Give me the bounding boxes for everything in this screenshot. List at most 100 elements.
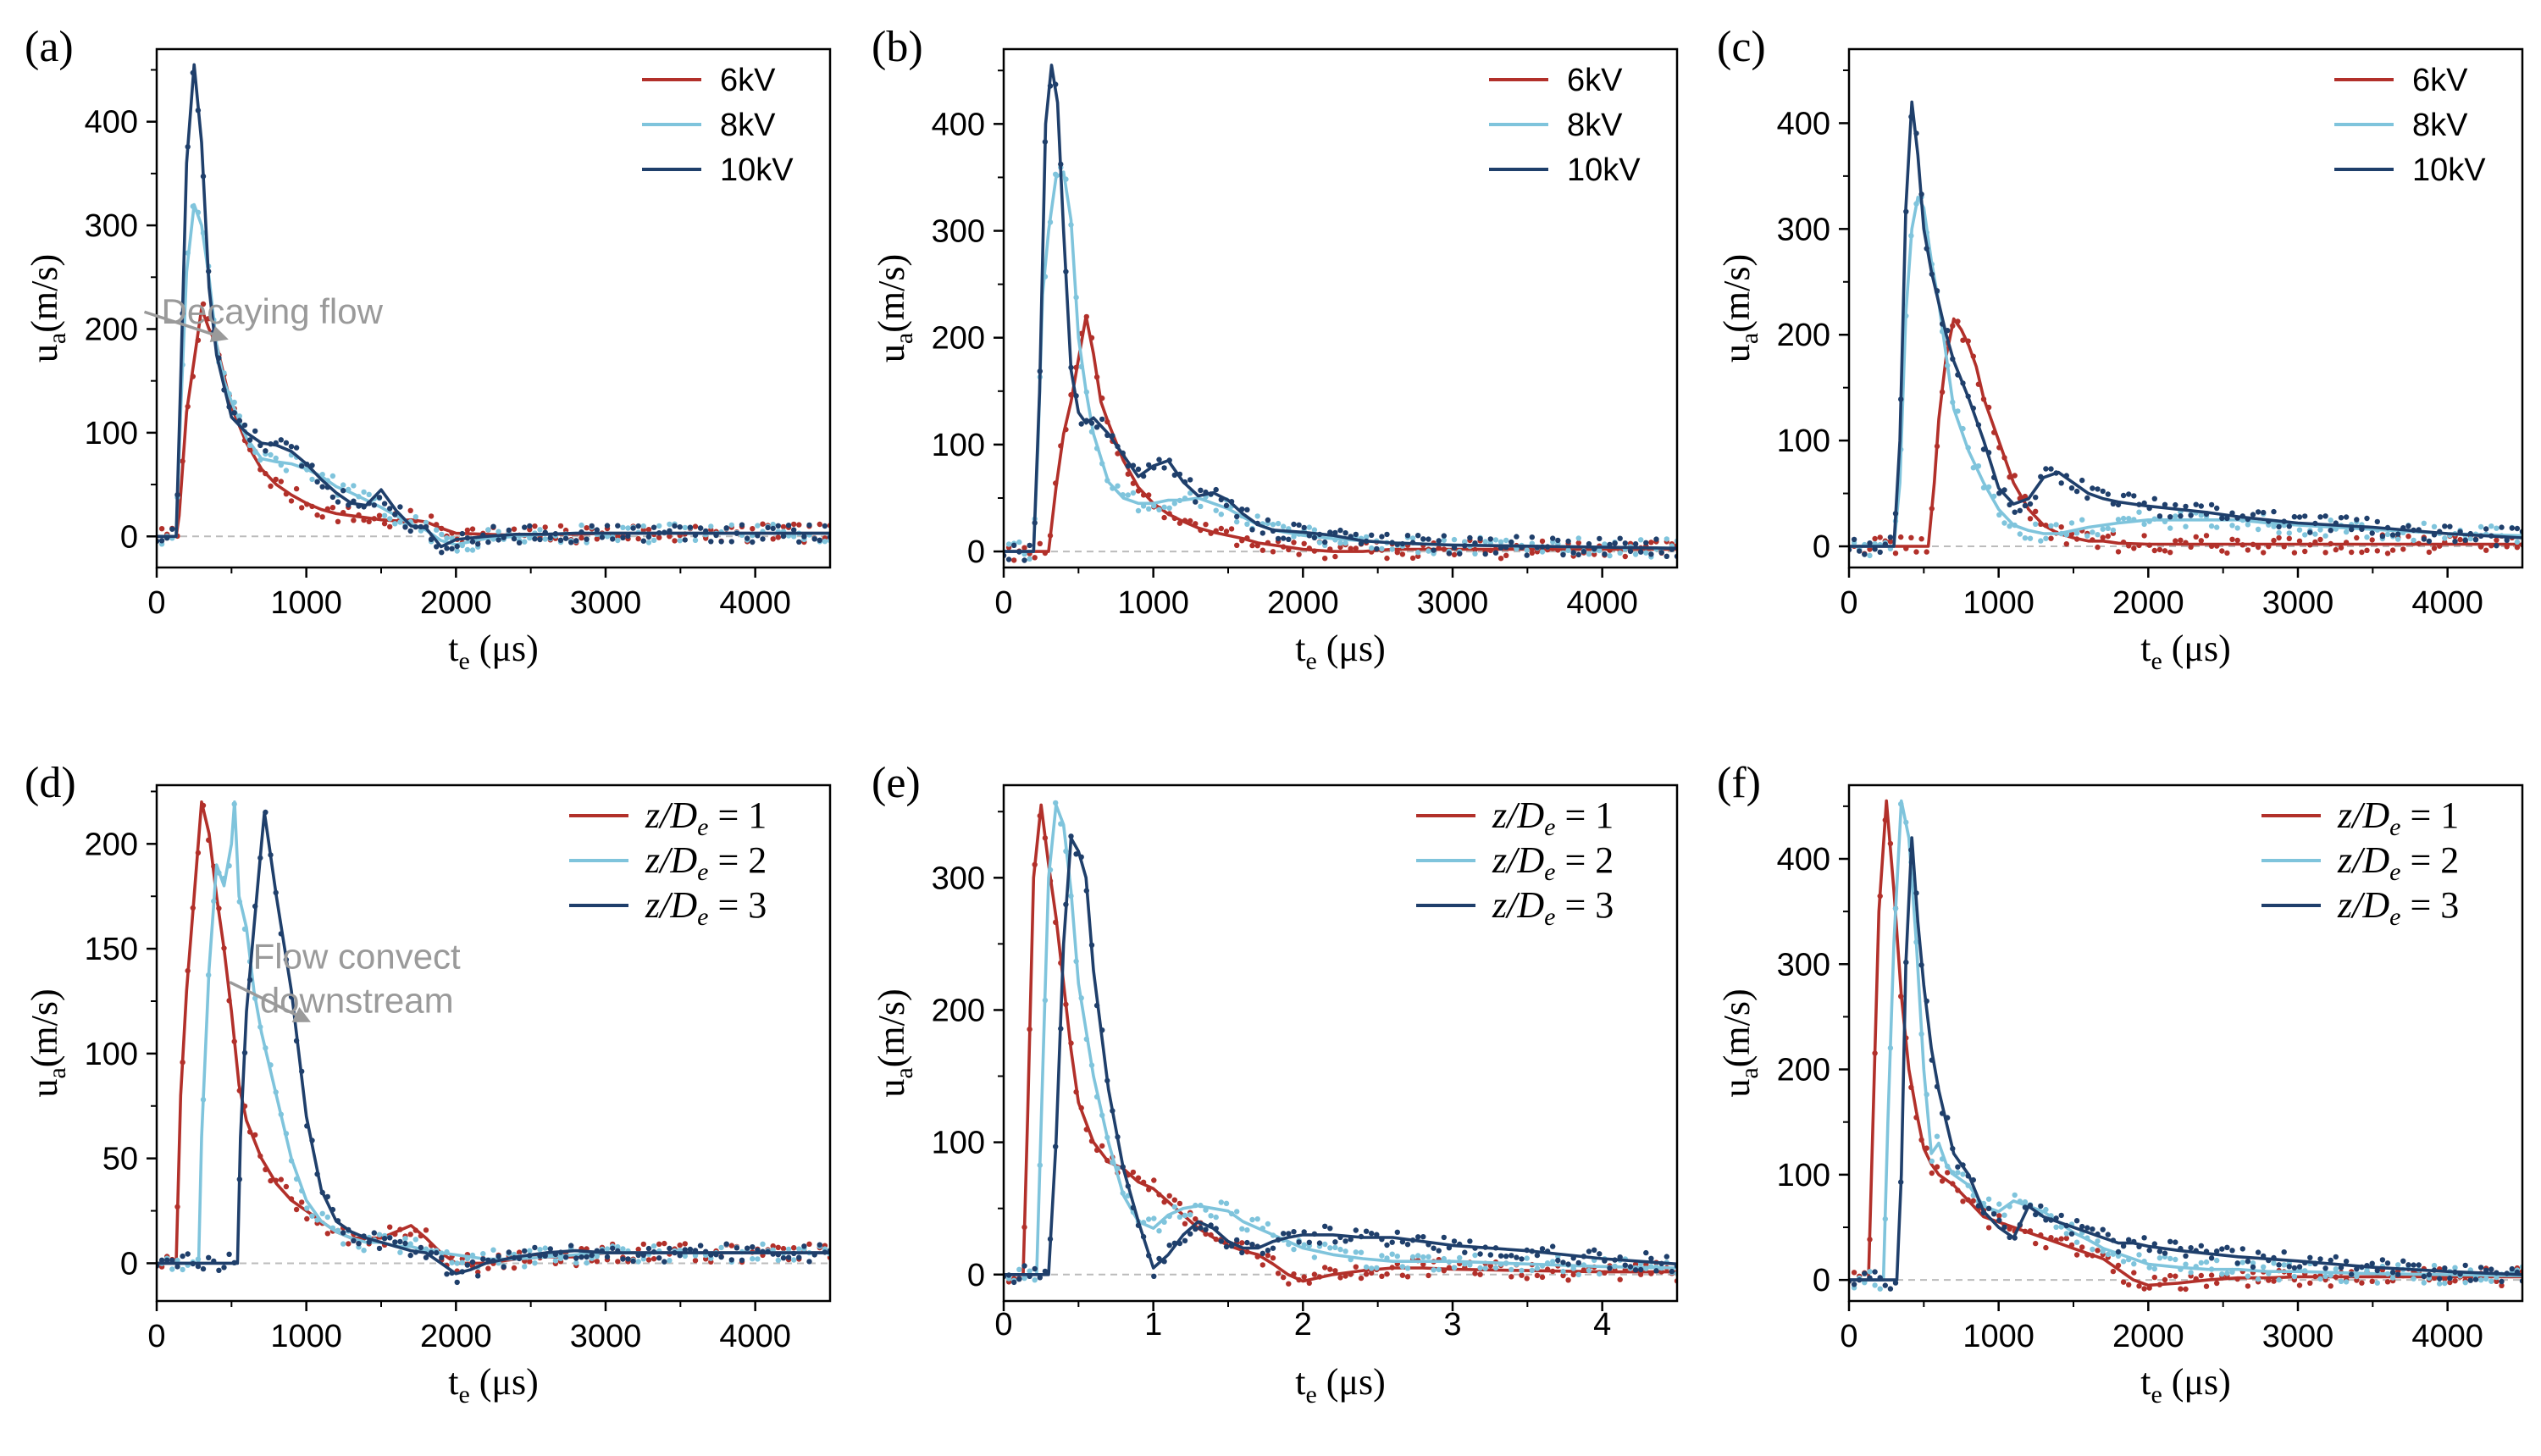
data-point xyxy=(252,903,258,910)
data-point xyxy=(1068,364,1074,371)
data-point xyxy=(1965,1197,1971,1203)
data-point xyxy=(1053,81,1059,87)
data-point xyxy=(2374,1267,2380,1274)
data-point xyxy=(319,472,325,478)
data-point xyxy=(2442,540,2448,545)
data-point xyxy=(2384,1271,2391,1277)
data-point xyxy=(2509,525,2515,531)
data-point xyxy=(1327,529,1333,535)
data-point xyxy=(1534,1272,1541,1279)
data-point xyxy=(2151,495,2157,501)
data-point xyxy=(1945,1163,1951,1170)
data-point xyxy=(1669,1268,1675,1275)
data-point xyxy=(1369,545,1375,551)
data-point xyxy=(2084,1252,2090,1258)
data-point xyxy=(2509,1265,2515,1272)
data-point xyxy=(1161,504,1167,510)
data-point xyxy=(1353,531,1359,538)
data-point xyxy=(428,1243,435,1248)
data-point xyxy=(1950,323,1956,329)
data-point xyxy=(682,1241,688,1247)
data-point xyxy=(1955,372,1961,378)
data-point xyxy=(1379,1237,1385,1243)
data-point xyxy=(180,310,185,317)
data-point xyxy=(1970,1176,1976,1183)
data-point xyxy=(1286,1241,1292,1248)
data-point xyxy=(1239,538,1245,544)
data-point xyxy=(2328,518,2333,523)
data-point xyxy=(2126,491,2132,497)
data-point xyxy=(1503,1260,1509,1266)
data-point xyxy=(501,1264,507,1270)
data-point xyxy=(1597,547,1603,554)
data-point xyxy=(439,550,445,556)
data-point xyxy=(1099,1112,1105,1118)
data-point xyxy=(299,1187,305,1194)
data-point xyxy=(412,1227,418,1233)
series-line xyxy=(1849,836,2522,1282)
data-point xyxy=(2499,1282,2505,1289)
data-point xyxy=(2198,512,2204,518)
data-point xyxy=(180,458,185,464)
data-point xyxy=(2053,470,2059,476)
data-point xyxy=(252,1132,258,1138)
data-point xyxy=(1503,1254,1509,1259)
data-point xyxy=(1965,1182,1971,1188)
data-point xyxy=(2131,1270,2137,1276)
data-point xyxy=(1457,1241,1463,1248)
data-point xyxy=(454,543,460,550)
data-point xyxy=(459,1259,465,1265)
data-point xyxy=(1451,1265,1458,1271)
data-point xyxy=(1135,466,1142,473)
data-point xyxy=(2405,534,2411,540)
data-point xyxy=(1602,1258,1608,1264)
data-point xyxy=(511,1254,518,1261)
data-point xyxy=(1021,1224,1027,1231)
data-point xyxy=(1073,294,1079,301)
data-point xyxy=(2291,1273,2298,1280)
data-point xyxy=(2411,1276,2416,1282)
data-point xyxy=(1337,527,1343,534)
data-point xyxy=(1592,545,1597,552)
data-point xyxy=(263,1045,268,1051)
data-point xyxy=(1519,1272,1525,1278)
data-point xyxy=(1311,534,1318,540)
data-point xyxy=(1182,1237,1188,1244)
data-point xyxy=(1570,1271,1576,1278)
data-point xyxy=(2426,538,2433,545)
data-point xyxy=(604,523,611,529)
data-point xyxy=(1872,535,1878,542)
data-point xyxy=(527,523,533,529)
data-point xyxy=(2038,521,2044,527)
data-point xyxy=(1913,1115,1919,1121)
data-point xyxy=(490,536,496,542)
data-point xyxy=(1524,1247,1530,1254)
data-point xyxy=(557,1249,564,1255)
data-point xyxy=(2374,518,2380,525)
data-point xyxy=(195,850,202,856)
data-point xyxy=(2038,538,2044,544)
data-point xyxy=(2437,529,2443,534)
data-point xyxy=(775,1257,781,1264)
data-point xyxy=(1042,550,1049,556)
data-point xyxy=(1497,1253,1504,1259)
data-point xyxy=(268,441,274,447)
data-point xyxy=(2053,1215,2059,1221)
data-point xyxy=(2126,1256,2132,1263)
data-point xyxy=(1193,521,1199,527)
data-point xyxy=(1223,1243,1230,1250)
data-point xyxy=(1083,313,1090,320)
data-point xyxy=(2312,1260,2318,1267)
data-point xyxy=(2302,548,2308,555)
data-point xyxy=(2131,517,2137,523)
data-point xyxy=(2058,1224,2064,1230)
data-point xyxy=(407,528,413,534)
data-point xyxy=(2462,537,2468,543)
data-point xyxy=(728,1257,734,1263)
data-point xyxy=(1353,1227,1359,1233)
data-point xyxy=(1950,1170,1956,1176)
data-point xyxy=(2038,473,2044,479)
data-point xyxy=(2090,1253,2095,1259)
data-point xyxy=(356,503,362,509)
